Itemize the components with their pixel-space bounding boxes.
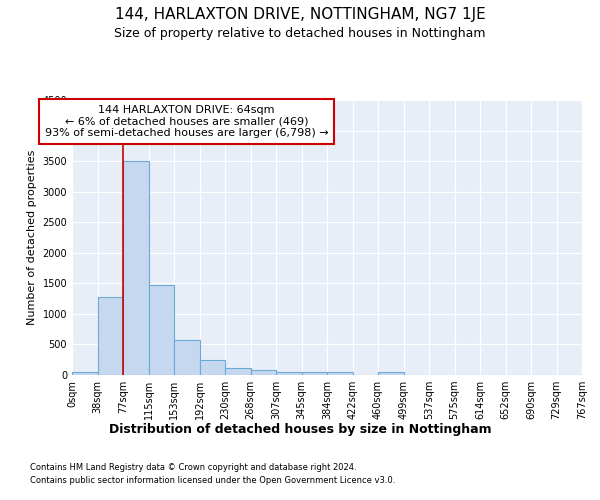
Bar [302,372,327,375]
Text: Size of property relative to detached houses in Nottingham: Size of property relative to detached ho… [114,28,486,40]
Bar [72,372,97,375]
Text: 144, HARLAXTON DRIVE, NOTTINGHAM, NG7 1JE: 144, HARLAXTON DRIVE, NOTTINGHAM, NG7 1J… [115,8,485,22]
Bar [251,370,276,375]
Bar [149,285,174,375]
Bar [97,297,123,375]
Bar [276,372,302,375]
Text: Contains HM Land Registry data © Crown copyright and database right 2024.: Contains HM Land Registry data © Crown c… [30,462,356,471]
Bar [378,372,404,375]
Y-axis label: Number of detached properties: Number of detached properties [27,150,37,325]
Bar [327,372,353,375]
Bar [199,360,225,375]
Bar [225,368,251,375]
Bar [174,340,199,375]
Text: 144 HARLAXTON DRIVE: 64sqm
← 6% of detached houses are smaller (469)
93% of semi: 144 HARLAXTON DRIVE: 64sqm ← 6% of detac… [45,105,329,138]
Text: Distribution of detached houses by size in Nottingham: Distribution of detached houses by size … [109,422,491,436]
Text: Contains public sector information licensed under the Open Government Licence v3: Contains public sector information licen… [30,476,395,485]
Bar [123,161,149,375]
